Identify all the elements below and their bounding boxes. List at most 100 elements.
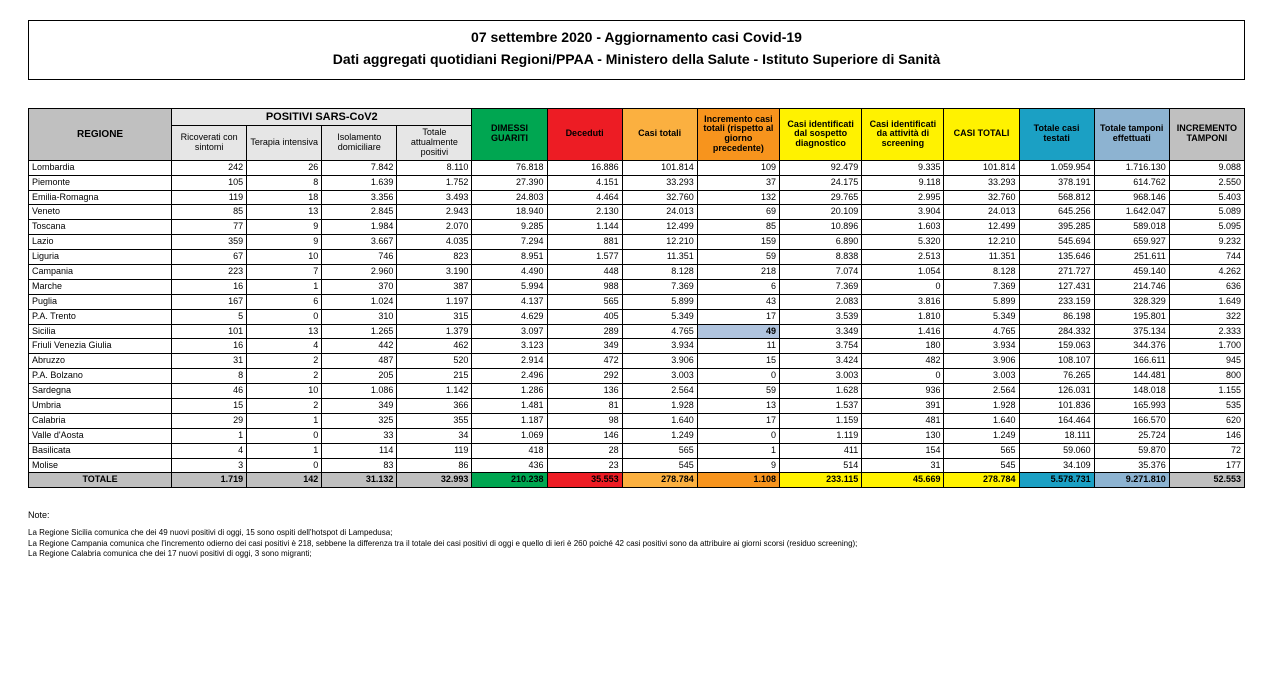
value-cell: 105: [172, 175, 247, 190]
value-cell: 10.896: [779, 220, 861, 235]
value-cell: 284.332: [1019, 324, 1094, 339]
value-cell: 936: [862, 384, 944, 399]
value-cell: 4.765: [622, 324, 697, 339]
value-cell: 7.369: [944, 279, 1019, 294]
value-cell: 18: [247, 190, 322, 205]
value-cell: 442: [322, 339, 397, 354]
region-cell: P.A. Trento: [29, 309, 172, 324]
value-cell: 391: [862, 399, 944, 414]
value-cell: 180: [862, 339, 944, 354]
value-cell: 5.994: [472, 279, 547, 294]
value-cell: 35.376: [1094, 458, 1169, 473]
value-cell: 322: [1169, 309, 1244, 324]
value-cell: 565: [944, 443, 1019, 458]
value-cell: 0: [697, 428, 779, 443]
value-cell: 67: [172, 250, 247, 265]
total-cell: 31.132: [322, 473, 397, 488]
value-cell: 31: [862, 458, 944, 473]
region-cell: Veneto: [29, 205, 172, 220]
value-cell: 154: [862, 443, 944, 458]
value-cell: 5.349: [622, 309, 697, 324]
value-cell: 2.083: [779, 294, 861, 309]
value-cell: 823: [397, 250, 472, 265]
value-cell: 6: [697, 279, 779, 294]
value-cell: 8.128: [622, 265, 697, 280]
value-cell: 2.914: [472, 354, 547, 369]
value-cell: 411: [779, 443, 861, 458]
value-cell: 271.727: [1019, 265, 1094, 280]
value-cell: 20.109: [779, 205, 861, 220]
value-cell: 968.146: [1094, 190, 1169, 205]
value-cell: 18.940: [472, 205, 547, 220]
value-cell: 9: [247, 235, 322, 250]
value-cell: 482: [862, 354, 944, 369]
value-cell: 1.716.130: [1094, 160, 1169, 175]
total-cell: 1.108: [697, 473, 779, 488]
value-cell: 2.845: [322, 205, 397, 220]
value-cell: 167: [172, 294, 247, 309]
region-cell: Emilia-Romagna: [29, 190, 172, 205]
value-cell: 1.379: [397, 324, 472, 339]
region-cell: Sicilia: [29, 324, 172, 339]
value-cell: 215: [397, 369, 472, 384]
value-cell: 945: [1169, 354, 1244, 369]
table-row: Calabria2913253551.187981.640171.1594811…: [29, 413, 1245, 428]
total-cell: 278.784: [622, 473, 697, 488]
value-cell: 251.611: [1094, 250, 1169, 265]
value-cell: 2.070: [397, 220, 472, 235]
table-row: Valle d'Aosta1033341.0691461.24901.11913…: [29, 428, 1245, 443]
value-cell: 310: [322, 309, 397, 324]
value-cell: 24.803: [472, 190, 547, 205]
value-cell: 135.646: [1019, 250, 1094, 265]
region-cell: Campania: [29, 265, 172, 280]
value-cell: 2: [247, 399, 322, 414]
value-cell: 5.899: [622, 294, 697, 309]
value-cell: 4.137: [472, 294, 547, 309]
value-cell: 1.119: [779, 428, 861, 443]
region-cell: Lazio: [29, 235, 172, 250]
value-cell: 387: [397, 279, 472, 294]
col-header: Totale attualmente positivi: [397, 126, 472, 161]
region-cell: Sardegna: [29, 384, 172, 399]
value-cell: 3.539: [779, 309, 861, 324]
col-header: Ricoverati con sintomi: [172, 126, 247, 161]
notes-title: Note:: [28, 510, 1245, 520]
value-cell: 1.024: [322, 294, 397, 309]
table-row: Sardegna46101.0861.1421.2861362.564591.6…: [29, 384, 1245, 399]
total-cell: 1.719: [172, 473, 247, 488]
value-cell: 614.762: [1094, 175, 1169, 190]
value-cell: 146: [1169, 428, 1244, 443]
value-cell: 1.752: [397, 175, 472, 190]
value-cell: 7.842: [322, 160, 397, 175]
value-cell: 0: [247, 309, 322, 324]
value-cell: 565: [622, 443, 697, 458]
value-cell: 315: [397, 309, 472, 324]
value-cell: 4.629: [472, 309, 547, 324]
value-cell: 1.928: [622, 399, 697, 414]
value-cell: 1.086: [322, 384, 397, 399]
value-cell: 214.746: [1094, 279, 1169, 294]
value-cell: 1.649: [1169, 294, 1244, 309]
value-cell: 59: [697, 384, 779, 399]
region-cell: Marche: [29, 279, 172, 294]
value-cell: 12.499: [622, 220, 697, 235]
value-cell: 33.293: [622, 175, 697, 190]
value-cell: 76.265: [1019, 369, 1094, 384]
value-cell: 8: [247, 175, 322, 190]
value-cell: 127.431: [1019, 279, 1094, 294]
value-cell: 9: [697, 458, 779, 473]
value-cell: 0: [247, 458, 322, 473]
value-cell: 3.493: [397, 190, 472, 205]
value-cell: 0: [247, 428, 322, 443]
value-cell: 448: [547, 265, 622, 280]
col-header: Totale casi testati: [1019, 109, 1094, 161]
value-cell: 9.118: [862, 175, 944, 190]
value-cell: 15: [172, 399, 247, 414]
value-cell: 1.628: [779, 384, 861, 399]
value-cell: 11: [697, 339, 779, 354]
value-cell: 108.107: [1019, 354, 1094, 369]
value-cell: 85: [697, 220, 779, 235]
value-cell: 7.294: [472, 235, 547, 250]
value-cell: 86: [397, 458, 472, 473]
value-cell: 119: [172, 190, 247, 205]
